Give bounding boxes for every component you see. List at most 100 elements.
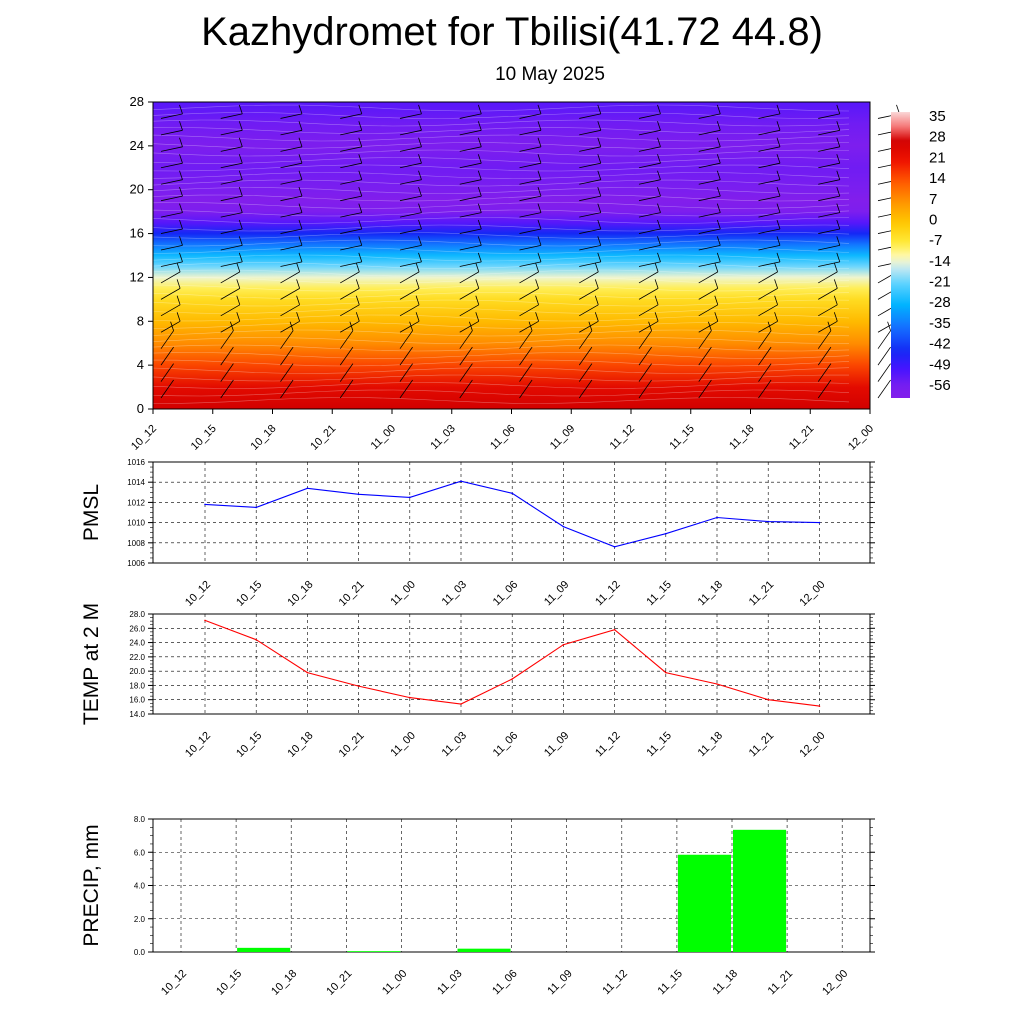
barb-staff: [459, 379, 473, 399]
contour-line: [152, 382, 850, 389]
barb-feather: [657, 137, 661, 147]
temp-xtick-label: 10_21: [337, 730, 367, 760]
wind-barb: [280, 219, 303, 234]
barb-staff: [579, 288, 599, 300]
barb-feather: [657, 219, 661, 230]
wind-barb: [340, 104, 363, 119]
barb-feather: [355, 279, 360, 289]
wind-barb: [459, 262, 480, 284]
contour-line: [152, 359, 850, 367]
barb-staff: [280, 363, 294, 382]
wind-barb: [280, 137, 303, 152]
wind-barb: [638, 346, 652, 366]
barb-feather: [179, 203, 183, 213]
barb-staff: [459, 320, 479, 333]
barb-staff: [220, 288, 240, 300]
barb-feather: [535, 295, 539, 305]
contour-line: [152, 314, 850, 322]
barb-staff: [638, 261, 661, 267]
wind-barb: [459, 346, 473, 366]
precip-xtick-label: 11_12: [600, 968, 630, 998]
barb-staff: [818, 212, 840, 218]
barb-feather: [836, 203, 841, 213]
temp-ytick-label: 26.0: [129, 624, 145, 633]
barb-staff: [818, 129, 840, 136]
barb-feather: [716, 154, 721, 164]
pmsl-xtick-label: 11_09: [542, 579, 572, 609]
barb-feather: [836, 154, 841, 164]
barb-feather: [236, 279, 241, 289]
barb-staff: [519, 129, 542, 136]
wind-barb: [698, 279, 719, 300]
barb-staff: [638, 304, 659, 317]
pmsl-ytick-label: 1016: [127, 458, 145, 467]
wind-barb: [399, 295, 420, 317]
barb-feather: [836, 137, 841, 147]
pmsl-ytick-label: 1012: [127, 498, 145, 507]
barb-staff: [698, 195, 721, 202]
barb-feather: [475, 295, 480, 305]
barb-staff: [220, 346, 234, 366]
precip-xtick-label: 10_12: [159, 968, 189, 998]
barb-feather: [298, 203, 303, 213]
wind-barb: [698, 186, 721, 202]
barb-staff: [459, 346, 473, 366]
barb-staff: [160, 330, 174, 349]
barb-staff: [758, 195, 781, 202]
wind-barb: [280, 379, 294, 399]
barb-feather: [535, 312, 539, 322]
wind-barb: [399, 363, 413, 382]
wind-barb: [758, 186, 781, 202]
barb-feather: [833, 295, 838, 305]
barb-feather: [179, 137, 183, 147]
barb-staff: [160, 363, 174, 382]
barb-staff: [399, 146, 422, 152]
barb-feather: [298, 236, 303, 246]
wind-barb: [399, 137, 422, 152]
wind-barb: [459, 170, 482, 185]
contour-line: [152, 209, 850, 217]
barb-staff: [280, 212, 303, 218]
barb-feather: [657, 203, 661, 213]
barb-feather: [298, 170, 303, 180]
wind-barb: [280, 170, 303, 185]
barb-staff: [579, 179, 601, 185]
wind-barb: [579, 170, 602, 185]
heatmap-ytick-label: 12: [130, 269, 144, 284]
wind-barb: [698, 154, 721, 169]
wind-barb: [399, 346, 413, 366]
wind-barb: [519, 363, 533, 382]
wind-barb: [579, 236, 602, 251]
barb-feather: [597, 137, 602, 147]
wind-barb: [698, 346, 712, 366]
wind-barb: [698, 295, 719, 317]
barb-staff: [220, 129, 243, 136]
colorbar-label: 21: [929, 149, 946, 166]
wind-barb: [519, 170, 542, 185]
barb-feather: [597, 170, 602, 180]
wind-barb: [220, 262, 241, 284]
barb-staff: [459, 212, 482, 218]
temp-xtick-label: 10_18: [285, 730, 315, 760]
barb-staff: [340, 288, 360, 300]
wind-barb: [339, 379, 354, 399]
temp-ytick-label: 28.0: [129, 610, 145, 619]
colorbar-label: -49: [929, 356, 951, 373]
temp-point: [613, 628, 616, 631]
wind-barb: [160, 104, 183, 119]
precip-ytick-label: 6.0: [134, 848, 146, 857]
barb-feather: [716, 186, 721, 197]
barb-feather: [358, 170, 363, 180]
barb-feather: [415, 312, 420, 322]
barb-feather: [657, 154, 661, 164]
barb-feather: [836, 219, 841, 230]
pmsl-point: [562, 525, 565, 528]
wind-barb: [459, 279, 480, 300]
wind-barb: [519, 154, 542, 169]
wind-barb: [818, 262, 838, 284]
temp-point: [357, 685, 360, 687]
barb-staff: [638, 363, 652, 382]
barb-staff: [519, 212, 542, 218]
barb-feather: [597, 252, 602, 263]
barb-staff: [519, 363, 533, 382]
